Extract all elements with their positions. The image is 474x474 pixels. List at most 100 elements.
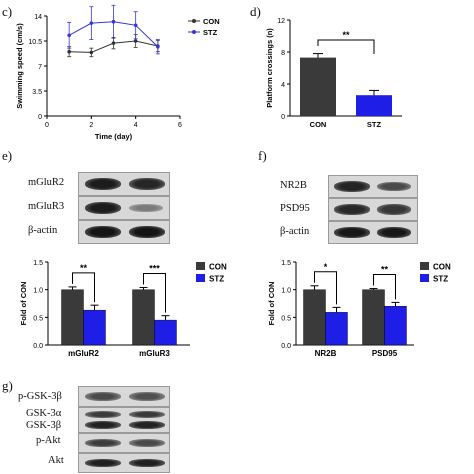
blot-image-gsk3 <box>78 407 170 433</box>
blot-label-psd95: PSD95 <box>280 203 310 214</box>
legend-label-con: CON <box>209 263 227 272</box>
bar-nr2b-stz <box>325 312 348 346</box>
blot-label-mglur2: mGluR2 <box>28 177 65 188</box>
x-tick-label: 2 <box>89 122 93 129</box>
legend-swatch-con <box>196 262 205 270</box>
data-point-stz <box>156 44 160 49</box>
blot-label-p-akt: p-Akt <box>36 435 61 446</box>
legend-label-stz: STZ <box>433 275 448 284</box>
data-point-stz <box>111 19 116 24</box>
blot-label-p-gsk3b: p-GSK-3β <box>18 391 62 402</box>
y-tick-label: 1.0 <box>33 288 43 295</box>
blot-label-gsk3a: GSK-3α <box>26 408 62 419</box>
y-axis-title: Fold of CON <box>267 282 276 326</box>
significance-bracket <box>72 272 95 303</box>
data-point-con <box>89 50 94 55</box>
x-tick-label: CON <box>310 120 327 129</box>
blot-image-mglur3 <box>78 196 170 220</box>
y-tick-label: 1.5 <box>281 260 291 267</box>
x-tick-label: STZ <box>367 120 382 129</box>
legend-marker-stz <box>192 30 196 34</box>
bar-nr2b-con <box>303 289 326 346</box>
blot-label-gsk3b: GSK-3β <box>26 420 62 431</box>
legend-swatch-stz <box>420 274 429 282</box>
data-point-con <box>133 39 138 43</box>
blot-image-p-gsk3b <box>78 386 170 407</box>
nr2b-psd95-fold-chart: 0.0 0.5 1.0 1.5 Fold of CON NR2B * PSD95 ** CON ST… <box>267 260 451 358</box>
bar-psd95-stz <box>384 306 407 346</box>
blot-image-psd95 <box>328 198 418 221</box>
panel-label-d: d) <box>250 4 261 19</box>
significance-bracket <box>314 271 337 305</box>
y-tick-label: 0.0 <box>281 343 291 350</box>
data-point-con <box>111 41 116 45</box>
x-tick-label: NR2B <box>315 349 337 358</box>
blot-image-beta-actin-e <box>78 220 170 244</box>
y-tick-label: 1.5 <box>33 260 43 267</box>
bar-mglur3-con <box>132 289 155 346</box>
blot-image-beta-actin-f <box>328 221 418 244</box>
x-tick-label: 0 <box>45 122 49 129</box>
blot-image-p-akt <box>78 433 170 453</box>
y-tick-label: 0.5 <box>33 315 43 322</box>
blot-label-beta-actin-f: β-actin <box>280 226 310 237</box>
legend-marker-con <box>192 19 196 23</box>
bar-mglur2-stz <box>83 309 106 346</box>
significance-label: ** <box>381 265 389 275</box>
blot-label-nr2b: NR2B <box>280 180 307 191</box>
significance-bracket <box>143 272 166 313</box>
y-tick-label: 14 <box>34 14 42 21</box>
legend-label-con: CON <box>203 17 220 26</box>
data-point-stz <box>133 23 138 28</box>
blot-image-nr2b <box>328 175 418 198</box>
data-point-stz <box>67 33 71 38</box>
bar-stz <box>356 95 392 116</box>
x-tick-label: mGluR3 <box>139 349 170 358</box>
y-axis-title: Platform crossings (n) <box>265 28 274 108</box>
y-tick-label: 0 <box>281 114 285 121</box>
x-tick-label: 6 <box>178 122 182 129</box>
panel-label-f: f) <box>258 148 267 163</box>
y-tick-label: 0 <box>38 114 42 121</box>
y-tick-label: 1.0 <box>281 288 291 295</box>
panel-label-g: g) <box>2 378 13 393</box>
y-tick-label: 0.5 <box>281 315 291 322</box>
blot-label-akt: Akt <box>48 455 64 466</box>
mglur-fold-chart: 0.0 0.5 1.0 1.5 Fold of CON mGluR2 ** mGluR3 ***… <box>19 260 227 358</box>
bar-mglur2-con <box>61 289 84 346</box>
blot-label-beta-actin-e: β-actin <box>28 225 58 236</box>
x-axis-title: Time (day) <box>95 132 133 141</box>
significance-label: ** <box>342 30 350 40</box>
y-tick-label: 8 <box>281 50 285 57</box>
blot-image-akt <box>78 453 170 473</box>
swimming-speed-chart: 0 3.5 7 10.5 14 0 2 4 6 Time (day) Swimming speed … <box>15 4 220 141</box>
blot-image-mglur2 <box>78 172 170 196</box>
significance-label: ** <box>80 263 88 273</box>
legend-label-con: CON <box>433 263 451 272</box>
x-tick-label: mGluR2 <box>68 349 99 358</box>
x-tick-label: 4 <box>134 122 138 129</box>
legend-swatch-con <box>420 262 429 270</box>
blot-label-mglur3: mGluR3 <box>28 201 65 212</box>
y-tick-label: 4 <box>281 82 285 89</box>
y-tick-label: 10.5 <box>28 39 42 46</box>
y-axis-title: Swimming speed (cm/s) <box>15 23 24 109</box>
y-tick-label: 3.5 <box>32 89 42 96</box>
significance-label: * <box>324 262 328 272</box>
significance-label: *** <box>149 263 160 273</box>
data-point-con <box>67 49 71 54</box>
panel-label-c: c) <box>2 4 13 19</box>
significance-bracket <box>373 274 396 300</box>
panel-label-e: e) <box>2 148 13 163</box>
legend-swatch-stz <box>196 274 205 282</box>
y-tick-label: 7 <box>38 64 42 71</box>
significance-bracket <box>317 39 375 54</box>
data-point-stz <box>89 21 94 25</box>
x-tick-label: PSD95 <box>372 349 398 358</box>
y-tick-label: 0.0 <box>33 343 43 350</box>
legend-label-stz: STZ <box>209 275 224 284</box>
y-axis-title: Fold of CON <box>19 282 28 326</box>
bar-con <box>300 57 336 116</box>
bar-psd95-con <box>362 289 385 346</box>
